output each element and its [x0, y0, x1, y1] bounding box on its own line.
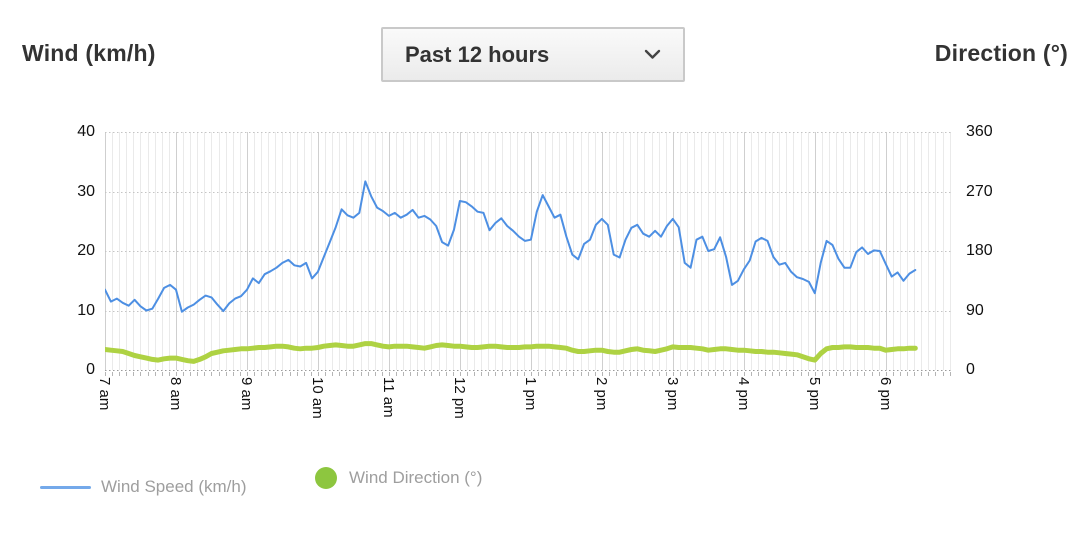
time-range-dropdown[interactable]: Past 12 hours [381, 27, 685, 82]
legend-item-wind-direction: Wind Direction (°) [315, 467, 482, 489]
right-axis-tick-label: 90 [966, 301, 984, 319]
wind-speed-line [104, 180, 917, 313]
wind-speed-legend-label: Wind Speed (km/h) [101, 477, 247, 496]
left-axis-tick-label: 30 [77, 182, 95, 200]
legend-item-wind-speed: Wind Speed (km/h) [40, 477, 247, 497]
left-axis-tick-label: 40 [77, 123, 95, 140]
chart-legend: Wind Speed (km/h) Wind Direction (°) [40, 467, 1040, 504]
wind-direction-line [102, 341, 918, 364]
left-axis-tick-label: 10 [77, 301, 95, 319]
right-axis-tick-label: 0 [966, 361, 975, 378]
right-axis-title: Direction (°) [934, 40, 1068, 66]
right-axis-tick-label: 270 [966, 182, 993, 200]
left-axis-tick-label: 20 [77, 242, 95, 259]
time-range-selected-value: Past 12 hours [405, 41, 550, 67]
right-axis-tick-label: 360 [966, 123, 993, 140]
wind-direction-dot-swatch [315, 467, 337, 489]
right-axis-tick-label: 180 [966, 242, 993, 259]
chart-plot-area [102, 132, 952, 384]
wind-chart-svg [102, 132, 952, 376]
left-axis-tick-label: 0 [86, 361, 95, 378]
wind-direction-legend-label: Wind Direction (°) [349, 468, 483, 487]
chevron-down-icon [644, 49, 661, 60]
wind-speed-line-swatch [40, 485, 91, 489]
left-axis-title: Wind (km/h) [22, 40, 156, 66]
